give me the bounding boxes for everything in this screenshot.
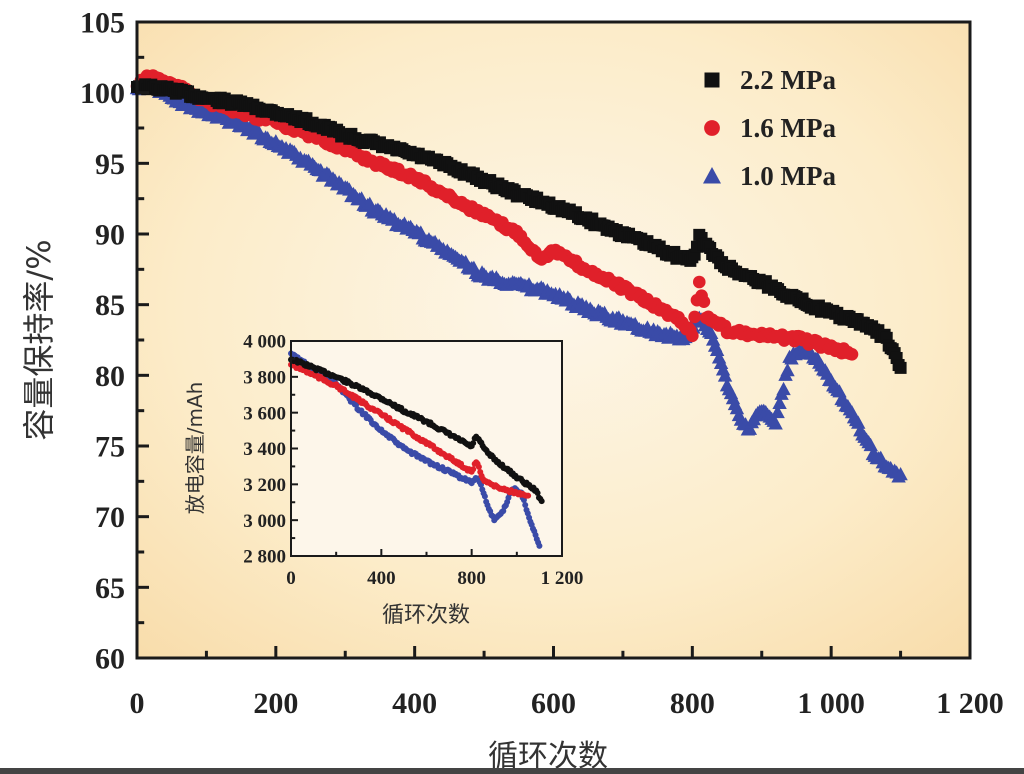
data-point — [768, 416, 783, 430]
x-tick-label: 1 200 — [541, 568, 584, 589]
y-tick-label: 85 — [95, 289, 125, 322]
y-tick-label: 90 — [95, 219, 125, 252]
inset-y-axis-title: 放电容量/mAh — [183, 382, 207, 515]
legend-marker — [704, 72, 720, 88]
y-tick-label: 4 000 — [243, 332, 286, 353]
data-point — [776, 381, 791, 396]
y-tick-label: 3 200 — [243, 475, 286, 496]
y-tick-label: 3 800 — [243, 367, 286, 388]
y-tick-label: 3 400 — [243, 439, 286, 460]
data-point — [688, 310, 701, 324]
data-point — [742, 421, 758, 435]
data-point — [475, 463, 482, 470]
legend-label: 2.2 MPa — [740, 65, 836, 95]
data-point — [686, 329, 699, 343]
data-point — [832, 384, 847, 398]
inset-x-axis-title: 循环次数 — [382, 603, 470, 628]
legend-label: 1.0 MPa — [740, 161, 836, 191]
data-point — [717, 368, 733, 382]
data-point — [780, 363, 795, 377]
y-tick-label: 105 — [80, 7, 125, 40]
data-point — [522, 501, 529, 508]
y-axis-title: 容量保持率/% — [20, 239, 58, 440]
data-point — [481, 493, 488, 500]
y-tick-label: 80 — [95, 360, 125, 393]
data-point — [688, 248, 701, 261]
data-point — [770, 404, 785, 419]
y-tick-label: 3 600 — [243, 403, 286, 424]
data-point — [894, 361, 907, 374]
data-point — [525, 492, 532, 499]
y-tick-label: 70 — [95, 501, 125, 534]
data-point — [845, 348, 859, 361]
y-tick-label: 3 000 — [243, 511, 286, 532]
y-tick-label: 75 — [95, 431, 125, 464]
data-point — [534, 489, 541, 496]
inset-plot: 2 800 3 000 3 200 3 400 3 600 3 800 4 000 0 400 8… — [183, 332, 583, 628]
legend-marker — [704, 120, 720, 136]
x-tick-label: 800 — [457, 568, 486, 589]
data-point — [538, 498, 545, 505]
data-point — [692, 275, 706, 289]
x-tick-label: 800 — [670, 687, 715, 720]
y-tick-label: 95 — [95, 148, 125, 181]
data-point — [772, 395, 787, 409]
x-tick-label: 400 — [367, 568, 396, 589]
x-tick-label: 1 000 — [797, 687, 865, 720]
x-tick-label: 600 — [531, 687, 576, 720]
y-tick-label: 100 — [80, 77, 125, 110]
data-point — [709, 342, 725, 356]
legend-marker — [703, 167, 721, 184]
x-tick-label: 0 — [130, 687, 145, 720]
x-tick-label: 400 — [392, 687, 437, 720]
bottom-border — [0, 768, 1024, 774]
y-tick-label: 60 — [95, 643, 125, 676]
data-point — [536, 542, 543, 549]
data-point — [893, 467, 908, 481]
legend-label: 1.6 MPa — [740, 113, 836, 143]
y-tick-label: 65 — [95, 572, 125, 605]
data-point — [470, 466, 477, 473]
series-1-6-mpa — [288, 361, 532, 499]
series-2-2-mpa — [131, 78, 907, 374]
data-point — [863, 437, 878, 452]
data-point — [697, 295, 711, 309]
legend: 2.2 MPa 1.6 MPa 1.0 MPa — [703, 65, 836, 191]
y-tick-label: 2 800 — [243, 547, 286, 568]
data-point — [851, 415, 866, 429]
main-plot: 60 65 70 75 80 85 90 95 100 105 0 200 400 600 800 1 000… — [80, 7, 1004, 721]
x-tick-label: 200 — [253, 687, 298, 720]
x-tick-label: 1 200 — [936, 687, 1004, 720]
data-point — [470, 440, 477, 447]
x-tick-label: 0 — [286, 568, 296, 589]
